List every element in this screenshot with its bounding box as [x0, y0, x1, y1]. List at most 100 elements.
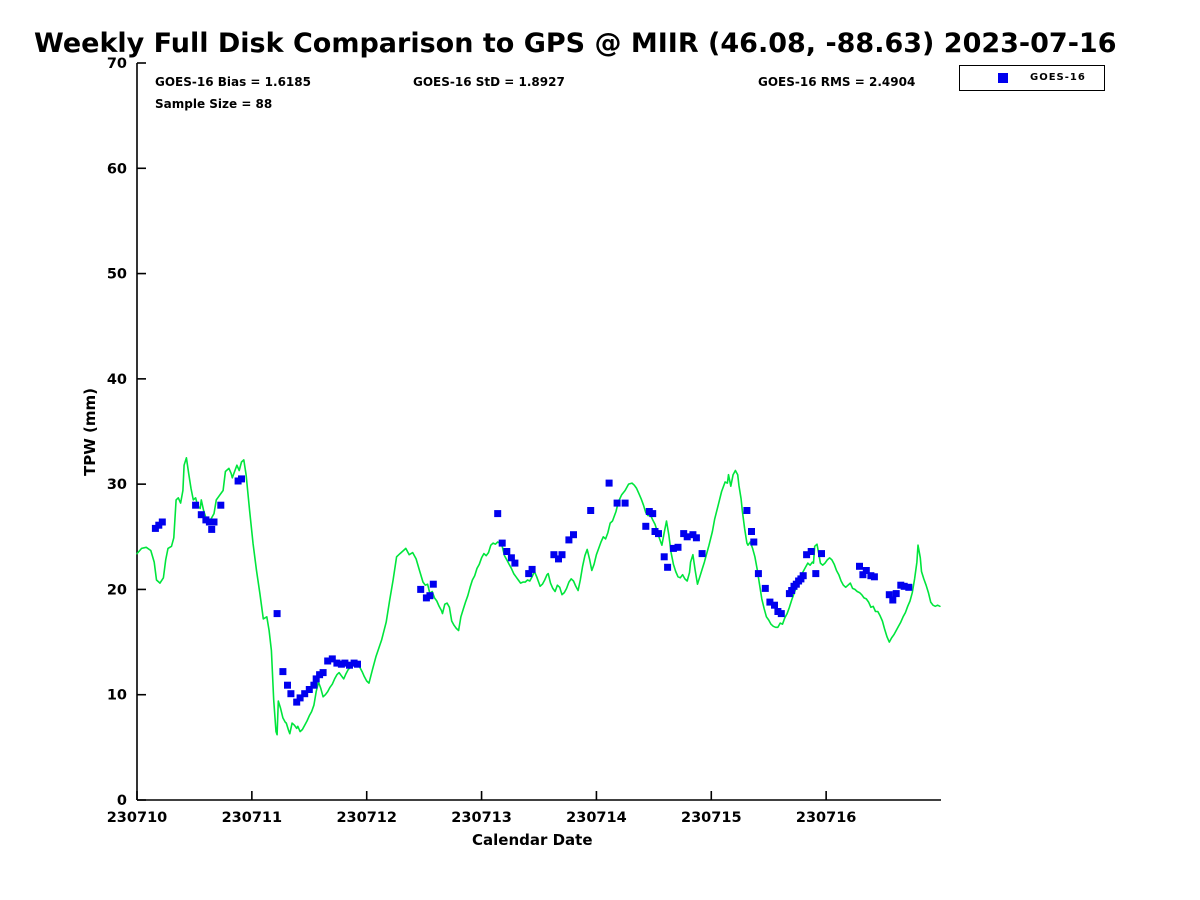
goes16-marker: [761, 584, 769, 592]
goes16-marker: [555, 555, 562, 563]
gps-tpw-line: [136, 456, 941, 736]
goes16-marker: [550, 551, 558, 559]
goes16-marker: [319, 669, 327, 677]
goes16-marker: [856, 562, 863, 570]
goes16-marker: [528, 565, 536, 573]
stat-rms: GOES-16 RMS = 2.4904: [758, 75, 916, 89]
goes16-marker: [766, 598, 774, 606]
goes16-marker: [208, 525, 216, 533]
stat-std: GOES-16 StD = 1.8927: [413, 75, 565, 89]
goes16-marker: [788, 587, 796, 594]
goes16-marker: [565, 536, 573, 544]
goes16-marker: [859, 571, 867, 579]
goes16-marker: [642, 522, 650, 530]
goes16-marker: [862, 567, 870, 574]
goes16-marker: [558, 551, 566, 559]
goes16-marker: [649, 510, 657, 518]
goes16-marker: [287, 690, 295, 698]
goes16-marker: [192, 501, 200, 509]
goes16-marker: [812, 570, 820, 578]
legend-box: GOES-16: [959, 65, 1105, 91]
goes16-marker: [664, 563, 672, 571]
goes16-marker: [525, 570, 533, 578]
goes16-marker: [655, 530, 662, 538]
goes16-marker: [328, 655, 336, 663]
goes16-marker: [870, 573, 878, 581]
y-tick-label: 60: [107, 161, 127, 177]
goes16-marker: [587, 507, 595, 514]
goes16-marker: [333, 659, 341, 667]
goes16-marker: [341, 659, 349, 667]
y-tick-label: 50: [107, 267, 127, 283]
y-tick-label: 70: [107, 56, 127, 72]
x-tick-label: 230712: [336, 810, 397, 826]
x-tick-label: 230715: [681, 810, 742, 826]
goes16-marker: [324, 657, 332, 665]
goes16-marker: [238, 475, 245, 483]
goes16-marker: [507, 554, 515, 562]
goes16-marker: [354, 660, 361, 668]
goes16-marker: [777, 610, 785, 618]
goes16-marker: [158, 518, 166, 526]
goes16-marker: [674, 543, 682, 551]
goes16-marker: [754, 570, 762, 578]
goes16-marker: [892, 590, 900, 598]
y-tick-label: 40: [107, 372, 127, 388]
goes16-marker: [305, 686, 313, 693]
goes16-marker: [503, 548, 511, 555]
y-tick-label: 0: [117, 793, 127, 809]
x-axis-label: Calendar Date: [472, 831, 593, 849]
goes16-marker: [698, 550, 706, 558]
x-tick-label: 230713: [451, 810, 512, 826]
goes16-marker: [692, 534, 700, 542]
goes16-marker: [498, 539, 506, 547]
goes16-marker: [818, 550, 825, 558]
y-tick-label: 20: [107, 582, 127, 598]
goes16-marker: [312, 675, 320, 683]
goes16-marker: [511, 559, 519, 567]
goes16-marker: [570, 531, 577, 539]
goes16-marker: [743, 507, 751, 514]
goes16-marker: [279, 668, 287, 676]
goes16-marker: [494, 510, 502, 518]
goes16-marker: [346, 661, 353, 669]
goes16-marker: [885, 591, 893, 599]
x-tick-label: 230714: [566, 810, 627, 826]
goes16-marker: [683, 533, 691, 541]
goes16-marker: [905, 583, 913, 591]
goes16-marker: [613, 499, 621, 507]
goes16-marker: [301, 690, 309, 698]
goes16-marker: [660, 553, 668, 561]
y-tick-label: 10: [107, 688, 127, 704]
goes16-marker: [605, 479, 613, 487]
goes16-marker: [273, 610, 281, 618]
x-tick-label: 230710: [107, 810, 168, 826]
goes16-marker: [803, 551, 811, 559]
goes16-marker: [296, 694, 304, 702]
goes16-marker: [807, 548, 815, 555]
goes16-marker: [217, 501, 225, 509]
legend-goes16-label: GOES-16: [1030, 72, 1086, 83]
goes16-marker: [750, 538, 758, 546]
stat-bias: GOES-16 Bias = 1.6185: [155, 75, 311, 89]
goes16-marker: [426, 592, 434, 600]
y-tick-label: 30: [107, 477, 127, 493]
goes16-marker: [293, 698, 301, 706]
goes16-marker: [621, 499, 629, 507]
goes16-marker: [205, 518, 213, 526]
goes16-marker: [748, 528, 755, 535]
x-tick-label: 230711: [222, 810, 283, 826]
goes16-marker: [210, 518, 218, 526]
goes16-marker: [310, 681, 318, 689]
chart-title: Weekly Full Disk Comparison to GPS @ MII…: [34, 28, 1117, 59]
goes16-marker: [799, 572, 807, 580]
goes16-marker: [197, 511, 205, 519]
goes16-marker: [417, 585, 425, 593]
legend-goes16-marker-icon: [998, 73, 1008, 83]
goes16-marker: [900, 582, 908, 590]
goes16-marker: [889, 596, 897, 604]
goes16-marker: [284, 681, 291, 689]
stat-sample-size: Sample Size = 88: [155, 97, 273, 111]
